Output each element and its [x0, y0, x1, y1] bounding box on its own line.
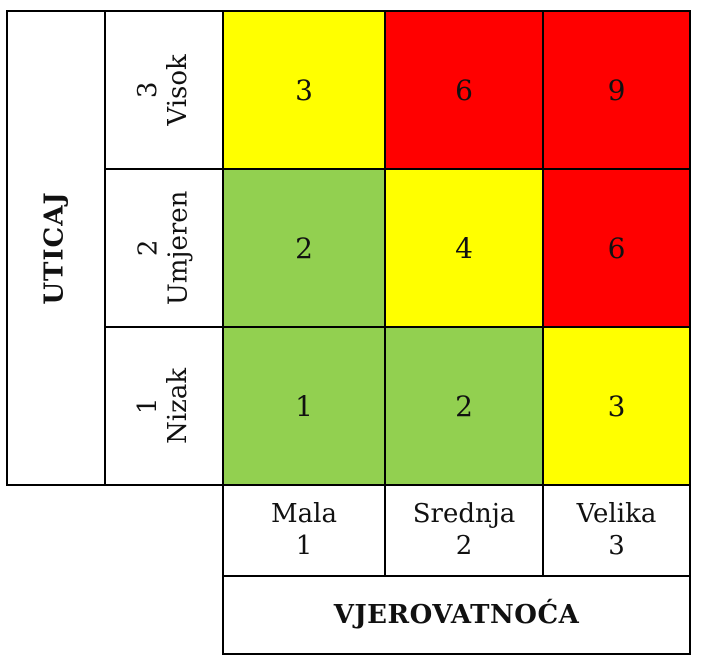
matrix-cell: 1 — [222, 326, 386, 486]
row-label-umjeren: 2 Umjeren — [104, 168, 224, 328]
y-axis-title-box: UTICAJ — [6, 10, 106, 486]
cell-value: 9 — [607, 73, 626, 107]
row-label-text: 1 Nizak — [133, 367, 194, 445]
col-label-mala: Mala 1 — [222, 484, 386, 577]
cell-value: 6 — [455, 73, 473, 107]
col-label-velika: Velika 3 — [542, 484, 691, 577]
matrix-cell: 3 — [542, 326, 691, 486]
row-label-text: 3 Visok — [133, 54, 194, 126]
col-level: 2 — [455, 530, 473, 561]
row-name: Visok — [162, 54, 193, 126]
y-axis-title: UTICAJ — [40, 191, 71, 305]
cell-value: 2 — [455, 389, 473, 423]
matrix-cell: 6 — [384, 10, 544, 170]
col-label-srednja: Srednja 2 — [384, 484, 544, 577]
matrix-cell: 6 — [542, 168, 691, 328]
col-name: Mala — [271, 499, 337, 530]
row-label-visok: 3 Visok — [104, 10, 224, 170]
row-label-text: 2 Umjeren — [133, 190, 194, 306]
matrix-cell: 3 — [222, 10, 386, 170]
matrix-cell: 9 — [542, 10, 691, 170]
matrix-cell: 2 — [384, 326, 544, 486]
cell-value: 3 — [295, 73, 313, 107]
col-name: Velika — [576, 499, 657, 530]
row-level: 1 — [133, 397, 164, 415]
col-level: 1 — [295, 530, 313, 561]
row-level: 2 — [133, 239, 164, 257]
cell-value: 1 — [295, 389, 313, 423]
x-axis-title-box: VJEROVATNOĆA — [222, 575, 691, 655]
row-name: Nizak — [163, 367, 193, 445]
row-name: Umjeren — [162, 190, 193, 306]
row-label-nizak: 1 Nizak — [104, 326, 224, 486]
cell-value: 2 — [295, 231, 313, 265]
x-axis-title: VJEROVATNOĆA — [333, 600, 580, 630]
col-level: 3 — [608, 530, 625, 561]
matrix-cell: 2 — [222, 168, 386, 328]
matrix-cell: 4 — [384, 168, 544, 328]
cell-value: 4 — [455, 231, 473, 265]
cell-value: 6 — [607, 231, 626, 265]
row-level: 3 — [133, 81, 164, 99]
cell-value: 3 — [607, 389, 626, 423]
col-name: Srednja — [412, 499, 516, 530]
